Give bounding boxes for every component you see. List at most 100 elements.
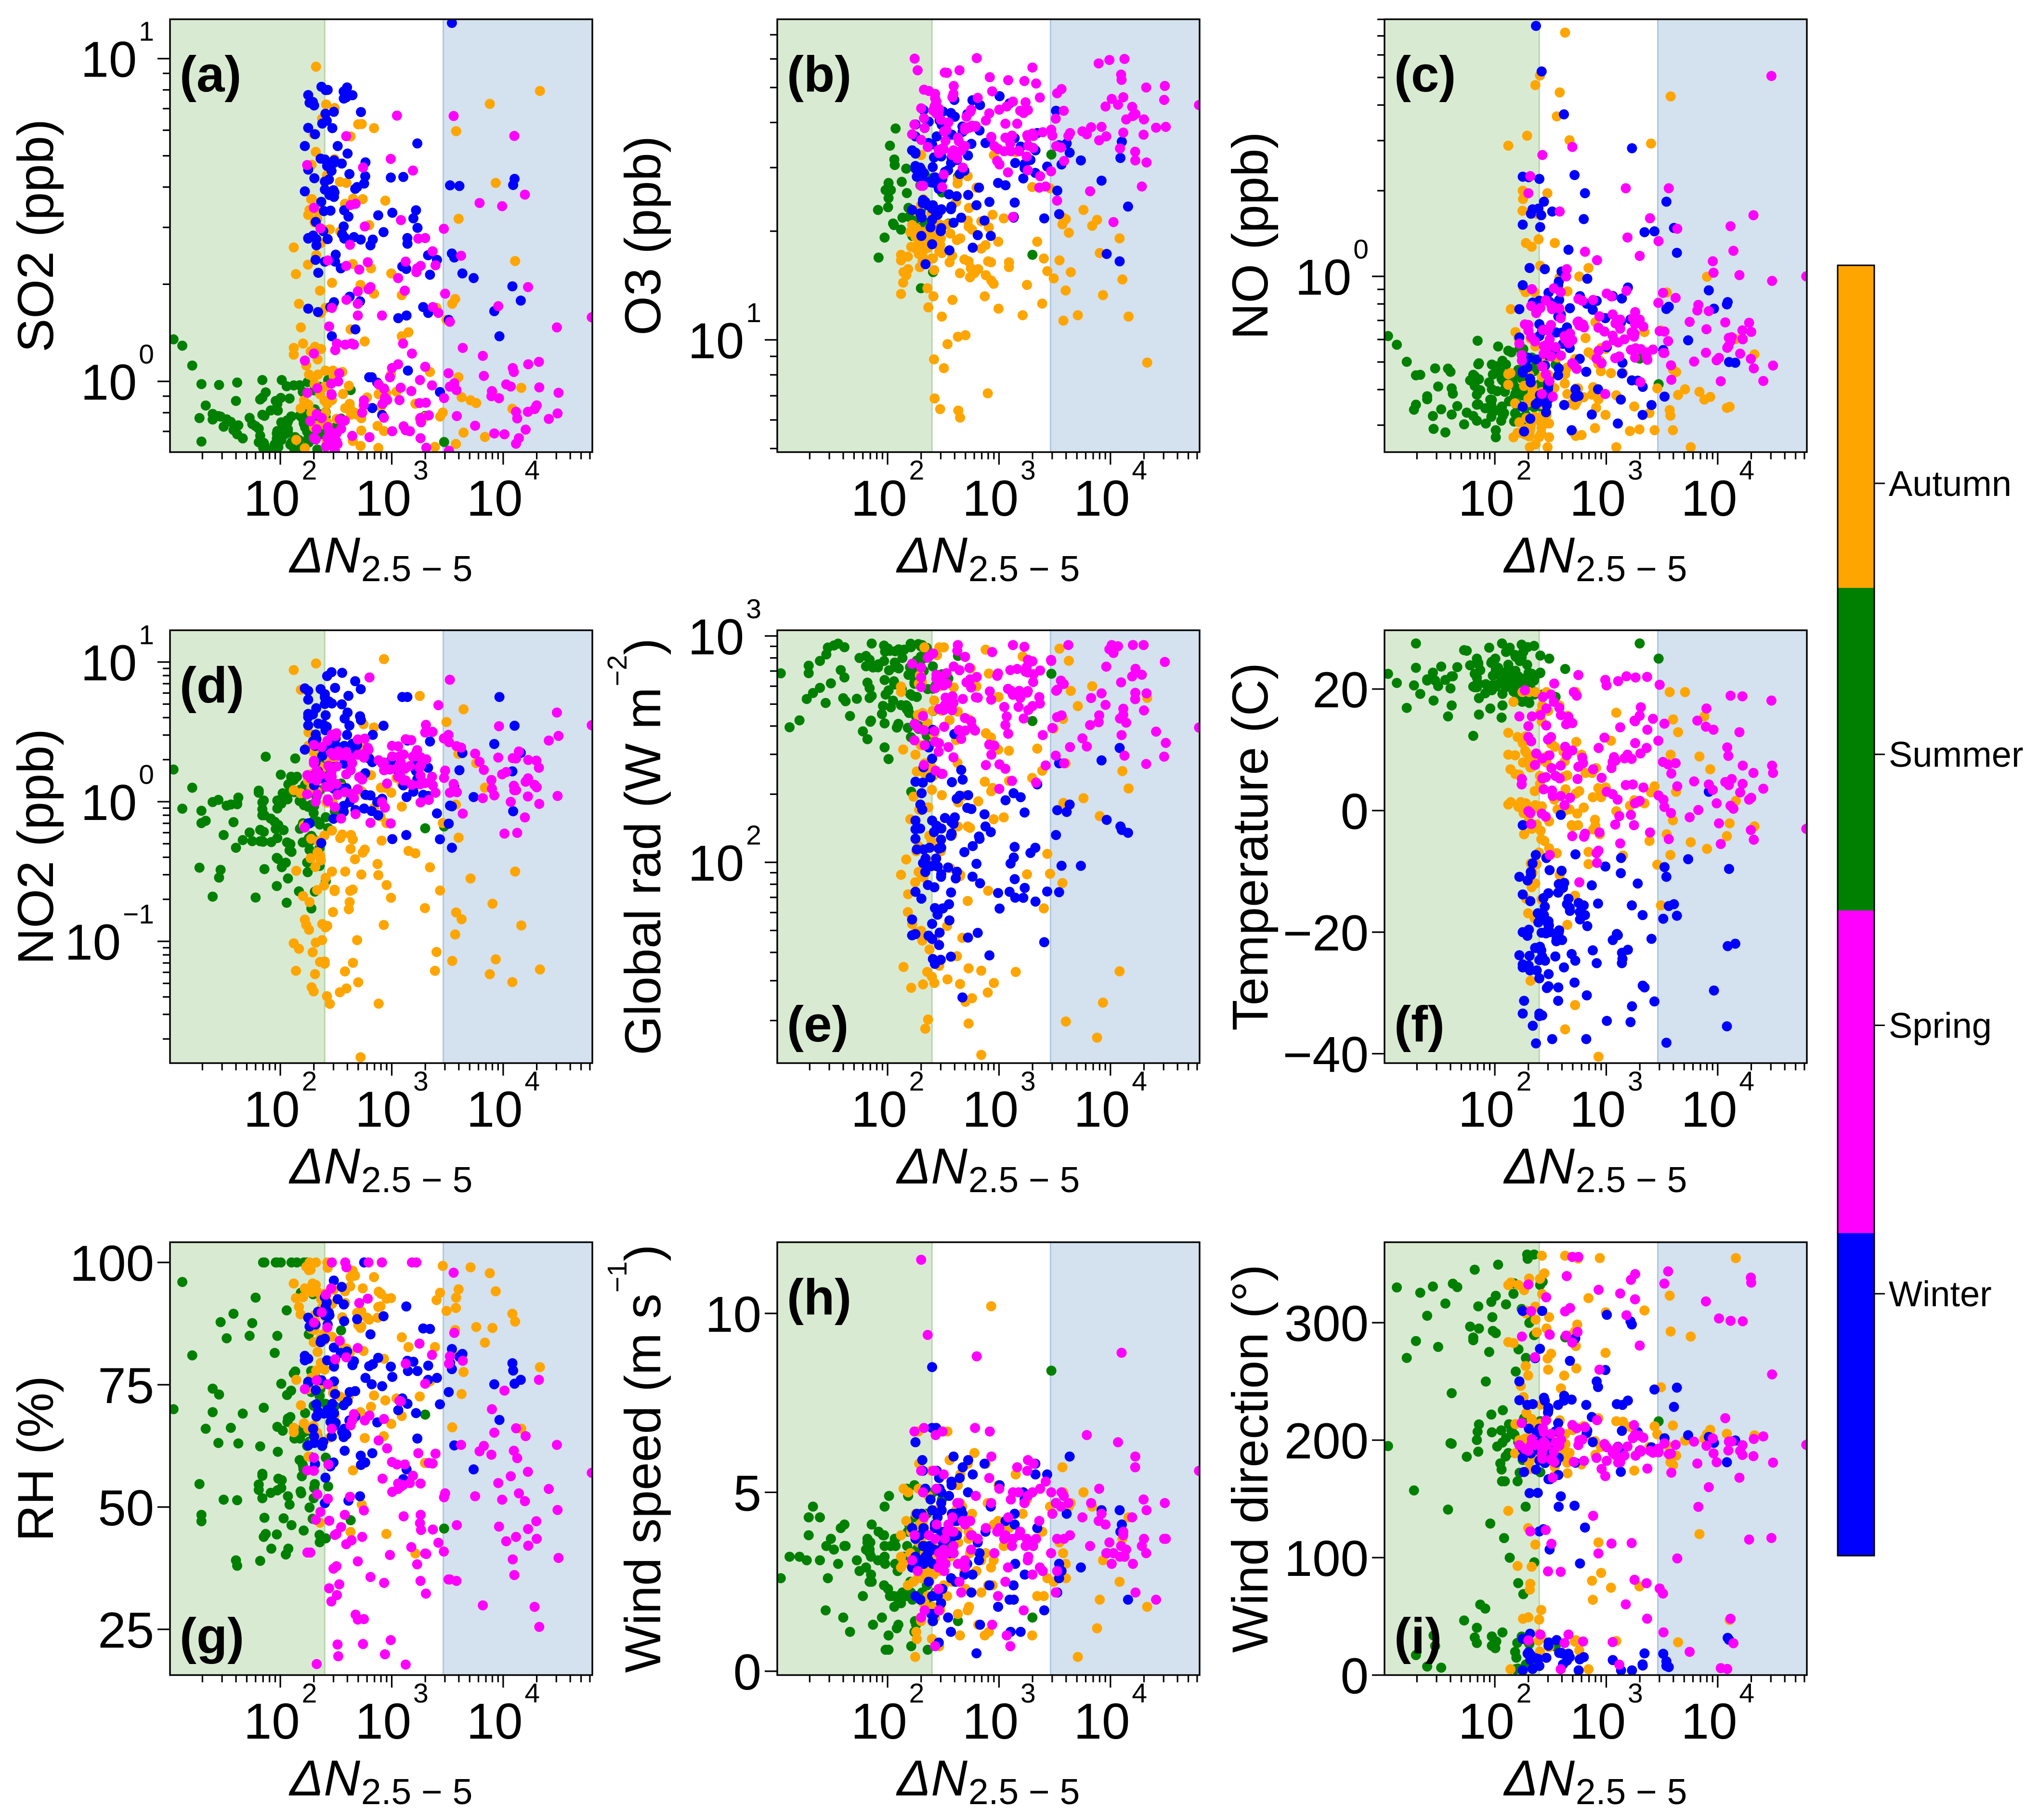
data-point [439, 224, 449, 234]
data-point [353, 1556, 363, 1566]
data-point [1422, 394, 1432, 404]
data-point [1523, 875, 1533, 885]
data-point [1580, 829, 1590, 839]
data-point [353, 1343, 363, 1353]
data-point [228, 1309, 238, 1319]
data-point [1540, 264, 1550, 274]
data-point [840, 1541, 850, 1551]
data-point [305, 1547, 315, 1558]
data-point [552, 1505, 562, 1515]
data-point [934, 104, 944, 114]
data-point [438, 1261, 448, 1271]
data-point [1462, 646, 1472, 656]
data-point [447, 843, 457, 853]
data-point [1440, 1299, 1450, 1309]
data-point [431, 947, 442, 957]
y-axis-label: SO2 (ppb) [8, 119, 64, 352]
data-point [963, 896, 973, 906]
data-point [1116, 69, 1126, 79]
panel-letter: (c) [1394, 46, 1456, 103]
data-point [398, 338, 408, 349]
data-point [341, 261, 351, 271]
data-point [1534, 973, 1544, 983]
data-point [427, 1350, 437, 1360]
data-point [920, 259, 930, 269]
data-point [387, 426, 397, 436]
data-point [1041, 182, 1051, 192]
data-point [1014, 1487, 1024, 1497]
data-point [932, 821, 942, 831]
data-point [907, 659, 917, 669]
data-point [970, 726, 980, 736]
data-point [1141, 1505, 1151, 1515]
data-point [313, 268, 323, 278]
data-point [965, 123, 975, 133]
data-point [393, 1405, 404, 1415]
data-point [972, 53, 982, 63]
data-point [276, 770, 286, 780]
data-point [404, 1342, 414, 1352]
data-point [553, 731, 563, 741]
data-point [327, 389, 337, 399]
data-point [489, 429, 499, 439]
data-point [1095, 1595, 1105, 1605]
data-point [1486, 1297, 1496, 1307]
data-point [420, 903, 430, 913]
data-point [470, 421, 480, 431]
data-point [934, 1605, 944, 1615]
data-point [1130, 147, 1140, 157]
data-point [1685, 442, 1696, 452]
data-point [420, 362, 430, 372]
data-point [499, 429, 510, 439]
data-point [397, 802, 407, 812]
data-point [1510, 750, 1520, 760]
data-point [289, 1423, 299, 1433]
data-point [287, 1520, 297, 1530]
data-point [534, 1622, 544, 1632]
data-point [1496, 416, 1506, 426]
data-point [946, 951, 956, 962]
data-point [915, 1595, 926, 1605]
data-point [1447, 701, 1457, 711]
data-point [291, 435, 301, 445]
data-point [406, 1542, 417, 1552]
data-point [435, 834, 445, 845]
data-point [1019, 1605, 1029, 1615]
data-point [491, 178, 501, 188]
data-point [1097, 176, 1107, 186]
data-point [953, 640, 963, 650]
data-point [910, 1530, 920, 1540]
data-point [433, 308, 444, 318]
data-point [947, 691, 957, 701]
data-point [1685, 1331, 1696, 1341]
data-point [1587, 409, 1597, 419]
data-point [364, 1361, 374, 1371]
data-point [1064, 228, 1074, 238]
data-point [1630, 738, 1640, 748]
data-point [886, 1541, 896, 1551]
data-point [1725, 690, 1736, 701]
data-point [1409, 404, 1419, 415]
data-point [335, 987, 345, 997]
data-point [255, 1442, 265, 1452]
data-point [894, 644, 904, 654]
data-point [1529, 676, 1539, 686]
data-point [1588, 945, 1598, 955]
data-point [323, 1482, 333, 1492]
data-point [927, 785, 937, 795]
data-point [553, 388, 563, 398]
data-point [379, 920, 389, 930]
data-point [1527, 284, 1537, 294]
data-point [323, 1379, 333, 1390]
data-point [1023, 141, 1033, 151]
data-point [401, 830, 411, 840]
data-point [333, 1294, 343, 1304]
data-point [1151, 727, 1161, 737]
data-point [454, 832, 464, 843]
data-point [966, 1545, 976, 1555]
data-point [386, 154, 396, 164]
data-point [1537, 808, 1547, 819]
data-point [282, 1305, 292, 1315]
data-point [330, 1354, 340, 1365]
data-point [1525, 896, 1535, 906]
